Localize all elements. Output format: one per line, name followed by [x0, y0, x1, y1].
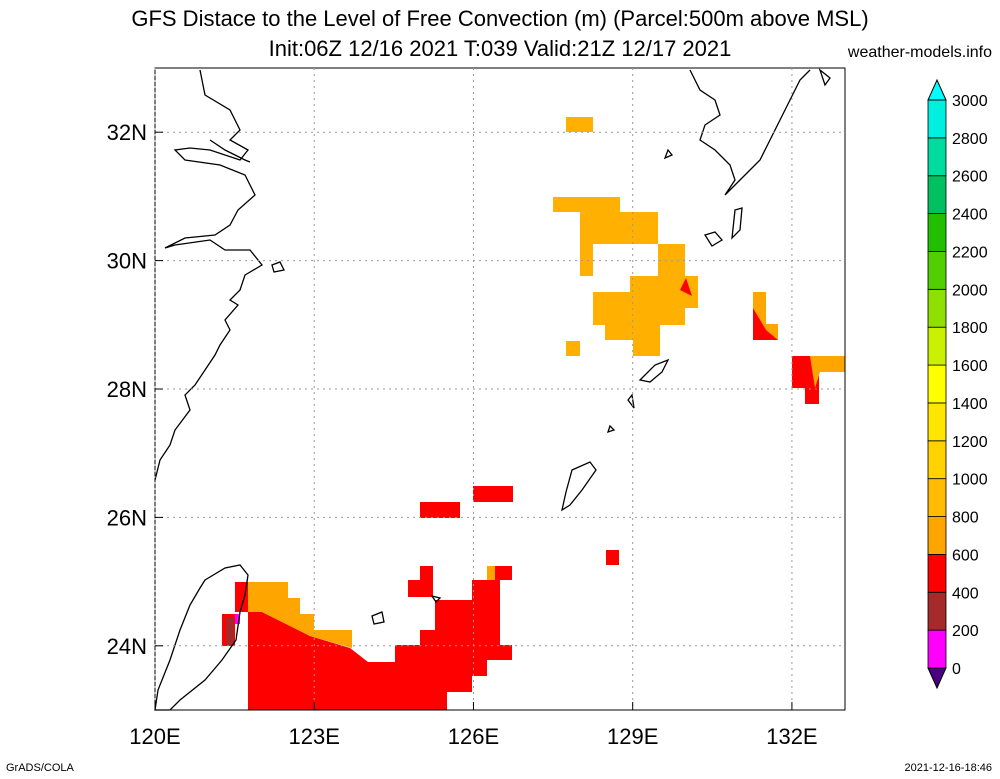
colorbar-label: 1400 [952, 396, 988, 413]
footer-left: GrADS/COLA [6, 762, 74, 774]
field-orange-small [566, 341, 580, 356]
colorbar-segment [927, 364, 947, 404]
colorbar-label: 2400 [952, 207, 988, 224]
field-red-okinawa1 [420, 502, 460, 518]
y-tick-label: 24N [107, 634, 147, 659]
colorbar-label: 1000 [952, 472, 988, 489]
colorbar-segment [927, 402, 947, 442]
colorbar-label: 2800 [952, 131, 988, 148]
colorbar-segment [927, 629, 947, 669]
colorbar-segment [927, 516, 947, 555]
colorbar-max-triangle [927, 78, 947, 101]
colorbar-segment [927, 251, 947, 290]
field-shading [222, 117, 845, 710]
colorbar-segment [927, 591, 947, 631]
colorbar-segment [927, 213, 947, 252]
colorbar: 0 200 400 600 800 1000 1200 1400 1600 1800 2000 220… [927, 78, 988, 690]
field-red-okinawa3 [606, 550, 619, 565]
y-tick-label: 32N [107, 120, 147, 145]
field-orange-ecs [553, 197, 698, 356]
x-axis: 120E 123E 126E 129E 132E [129, 702, 818, 749]
colorbar-min-triangle [927, 667, 947, 690]
colorbar-label: 0 [952, 661, 961, 678]
colorbar-segment [927, 554, 947, 593]
map-title: GFS Distace to the Level of Free Convect… [131, 6, 869, 31]
field-red-blob4 [235, 582, 248, 612]
field-red-blob1 [408, 566, 433, 597]
field-red-south [248, 580, 512, 710]
field-purple [226, 618, 234, 646]
colorbar-segment [927, 288, 947, 328]
footer-right: 2021-12-16-18:46 [904, 762, 992, 774]
colorbar-segment [927, 99, 947, 139]
colorbar-label: 1600 [952, 358, 988, 375]
colorbar-label: 200 [952, 623, 979, 640]
colorbar-segment [927, 326, 947, 366]
colorbar-segment [927, 478, 947, 517]
grid-lines [154, 68, 845, 710]
colorbar-segment [927, 440, 947, 480]
site-label: weather-models.info [847, 44, 992, 61]
y-tick-label: 28N [107, 377, 147, 402]
colorbar-segment [927, 137, 947, 177]
colorbar-label: 2200 [952, 244, 988, 261]
field-orange-south [248, 582, 352, 648]
x-tick-label: 132E [766, 724, 817, 749]
y-axis: 32N 30N 28N 26N 24N [107, 120, 163, 659]
field-orange-blob [487, 566, 495, 580]
colorbar-segment [927, 175, 947, 215]
y-tick-label: 30N [107, 249, 147, 274]
colorbar-label: 1200 [952, 434, 988, 451]
x-tick-label: 126E [448, 724, 499, 749]
y-tick-label: 26N [107, 505, 147, 530]
map-subtitle: Init:06Z 12/16 2021 T:039 Valid:21Z 12/1… [268, 36, 732, 61]
field-red-okinawa2 [473, 486, 513, 502]
colorbar-label: 2000 [952, 282, 988, 299]
x-tick-label: 120E [129, 724, 180, 749]
field-orange-north [566, 117, 593, 132]
colorbar-label: 800 [952, 510, 979, 527]
coastline [154, 68, 831, 711]
x-tick-label: 129E [607, 724, 658, 749]
x-tick-label: 123E [289, 724, 340, 749]
field-red-east1 [753, 308, 778, 340]
colorbar-label: 600 [952, 547, 979, 564]
colorbar-label: 400 [952, 585, 979, 602]
colorbar-label: 2600 [952, 169, 988, 186]
colorbar-label: 3000 [952, 93, 988, 110]
field-red-dot [680, 278, 692, 296]
colorbar-label: 1800 [952, 320, 988, 337]
field-orange-east2 [810, 356, 845, 388]
